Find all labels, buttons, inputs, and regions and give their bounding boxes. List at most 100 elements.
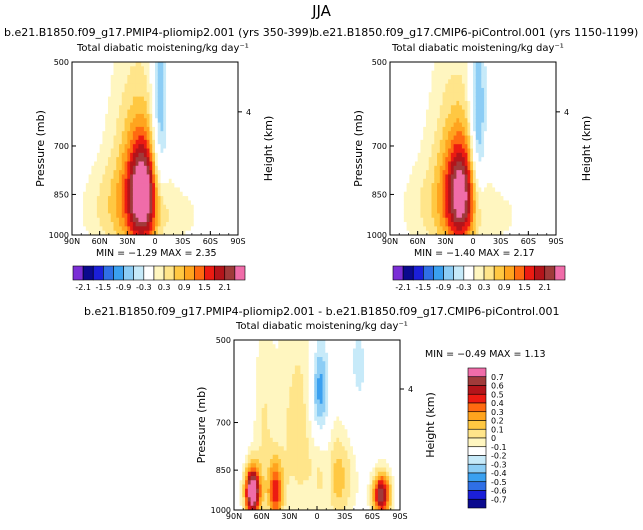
field-cell xyxy=(160,139,164,145)
field-cell xyxy=(511,70,515,76)
field-cell xyxy=(514,170,518,175)
field-cell xyxy=(138,183,142,188)
field-cell xyxy=(550,66,554,72)
field-cell xyxy=(163,100,167,106)
field-cell xyxy=(226,122,231,128)
field-cell xyxy=(412,183,416,188)
field-cell xyxy=(188,126,192,132)
field-cell xyxy=(91,118,95,123)
field-cell xyxy=(464,230,468,236)
field-cell xyxy=(210,105,214,110)
field-cell xyxy=(542,144,546,149)
field-cell xyxy=(459,66,463,72)
field-cell xyxy=(459,135,463,141)
field-cell xyxy=(215,83,220,89)
field-cell xyxy=(221,122,225,128)
field-cell xyxy=(226,131,231,136)
field-cell xyxy=(121,66,125,72)
field-cell xyxy=(409,62,413,67)
field-cell xyxy=(489,74,493,80)
field-cell xyxy=(94,122,98,128)
field-cell xyxy=(425,217,430,223)
field-cell xyxy=(135,209,139,214)
field-cell xyxy=(174,209,178,214)
field-cell xyxy=(486,126,490,132)
field-cell xyxy=(425,157,430,162)
field-cell xyxy=(121,183,125,188)
field-cell xyxy=(398,183,402,188)
field-cell xyxy=(506,79,510,85)
field-cell xyxy=(445,70,449,76)
field-cell xyxy=(232,126,236,132)
field-cell xyxy=(428,74,432,80)
field-cell xyxy=(207,113,211,119)
field-cell xyxy=(149,139,153,145)
field-cell xyxy=(85,200,89,206)
field-cell xyxy=(127,66,131,72)
field-cell xyxy=(536,157,540,162)
field-cell xyxy=(229,187,233,193)
field-cell xyxy=(522,222,526,227)
field-cell xyxy=(124,200,128,206)
field-cell xyxy=(547,87,551,93)
field-cell xyxy=(453,92,457,98)
field-cell xyxy=(132,126,137,132)
field-cell xyxy=(185,191,189,197)
field-cell xyxy=(96,62,101,67)
field-cell xyxy=(547,161,551,167)
field-cell xyxy=(456,87,460,93)
field-cell xyxy=(171,183,175,188)
field-cell xyxy=(414,161,419,167)
field-cell xyxy=(484,144,488,149)
field-cell xyxy=(121,196,125,201)
colorbar-swatch xyxy=(554,265,566,281)
field-cell xyxy=(450,135,455,141)
field-cell xyxy=(539,230,543,236)
field-cell xyxy=(232,200,236,206)
field-cell xyxy=(459,113,463,119)
field-cell xyxy=(146,217,150,223)
field-cell xyxy=(437,161,441,167)
field-cell xyxy=(442,83,446,89)
field-cell xyxy=(412,87,416,93)
field-cell xyxy=(160,87,164,93)
field-cell xyxy=(489,105,493,110)
field-cell xyxy=(127,135,131,141)
field-cell xyxy=(508,217,513,223)
field-cell xyxy=(553,144,557,149)
field-cell xyxy=(528,222,532,227)
field-cell xyxy=(445,191,449,197)
field-cell xyxy=(80,83,84,89)
field-cell xyxy=(127,131,131,136)
field-cell xyxy=(91,187,95,193)
field-cell xyxy=(414,152,419,158)
field-cell xyxy=(431,200,435,206)
field-cell xyxy=(489,183,493,188)
colorbar-label: -2.1 xyxy=(75,283,91,292)
field-cell xyxy=(461,178,466,184)
field-cell xyxy=(412,113,416,119)
field-cell xyxy=(437,174,441,180)
field-cell xyxy=(547,230,551,236)
field-cell xyxy=(506,118,510,123)
field-cell xyxy=(193,109,197,115)
field-cell xyxy=(456,174,460,180)
field-cell xyxy=(127,187,131,193)
field-cell xyxy=(146,200,150,206)
field-cell xyxy=(116,191,120,197)
field-cell xyxy=(88,213,92,219)
field-cell xyxy=(207,196,211,201)
field-cell xyxy=(199,96,203,102)
field-cell xyxy=(445,226,449,232)
field-cell xyxy=(149,152,153,158)
field-cell xyxy=(113,217,117,223)
field-cell xyxy=(406,135,410,141)
field-cell xyxy=(88,144,92,149)
field-cell xyxy=(536,66,540,72)
field-cell xyxy=(431,100,435,106)
field-cell xyxy=(434,66,438,72)
field-cell xyxy=(234,386,238,392)
field-cell xyxy=(196,200,200,206)
field-cell xyxy=(163,126,167,132)
field-cell xyxy=(202,66,206,72)
